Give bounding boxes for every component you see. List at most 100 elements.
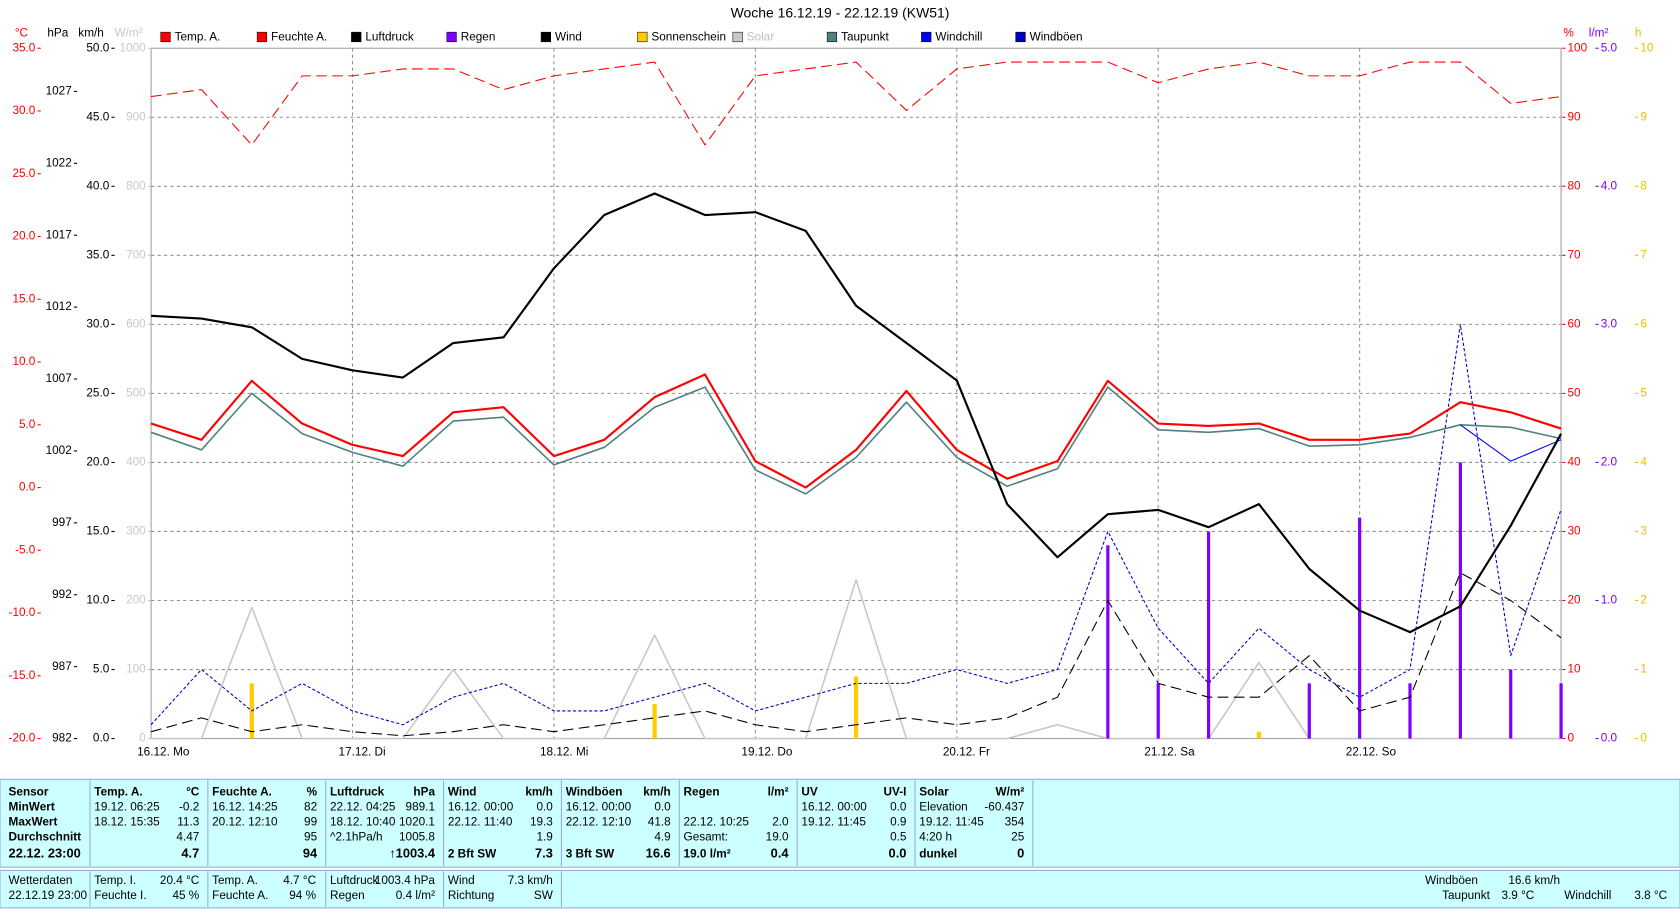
y-tick-label: -10.0: [9, 606, 36, 619]
cell-value: 19.0: [766, 830, 789, 843]
y-tick-label: 3: [1640, 525, 1647, 538]
axis-label: °C: [15, 26, 29, 39]
table-header: Wind: [448, 785, 477, 798]
y-tick-label: 0: [1640, 732, 1647, 745]
y-tick-label: 30.0: [12, 104, 35, 117]
current-value: 20.4 °C: [160, 874, 200, 887]
table-header: Sensor: [9, 785, 49, 798]
series-line: [150, 386, 1562, 495]
y-tick-label: 2: [1640, 594, 1647, 607]
y-tick-label: 40: [1568, 456, 1582, 469]
cell-value: 41.8: [648, 815, 671, 828]
legend-label: Feuchte A.: [271, 31, 327, 44]
y-tick-label: 10.0: [12, 355, 35, 368]
cell-value: 989.1: [406, 800, 435, 813]
y-tick-label: 35.0: [86, 248, 109, 261]
y-tick-label: 40.0: [86, 179, 109, 192]
bar: [1256, 731, 1262, 739]
y-tick-label: 7: [1640, 248, 1647, 261]
legend-swatch: [732, 31, 743, 43]
cell-label: 16.12. 00:00: [448, 800, 514, 813]
y-tick-label: 15.0: [12, 292, 35, 305]
cell-value: 0.0: [537, 800, 554, 813]
cell-value: 0.0: [889, 846, 907, 861]
legend-swatch: [160, 31, 171, 43]
table-unit: km/h: [525, 785, 552, 798]
table-header: Feuchte A.: [212, 785, 272, 798]
cell-value: 0.5: [890, 830, 907, 843]
bar: [1307, 683, 1311, 739]
y-tick-label: -15.0: [9, 669, 36, 682]
y-tick-label: 4.0: [1601, 179, 1618, 192]
data: [150, 61, 1563, 740]
cell-label: 19.0 l/m²: [684, 847, 731, 860]
bar: [1408, 683, 1412, 739]
legend-swatch: [1015, 31, 1026, 43]
table-unit: hPa: [413, 785, 435, 798]
cell-value: 25: [1011, 830, 1025, 843]
cell-value: 0.0: [654, 800, 671, 813]
current-label: Feuchte A.: [212, 889, 268, 902]
cell-label: 16.12. 14:25: [212, 800, 278, 813]
legend-swatch: [921, 31, 932, 43]
y-tick-label: 5.0: [1601, 41, 1618, 54]
axis-label: W/m²: [115, 26, 143, 39]
legend-label: Regen: [461, 31, 496, 44]
y-tick-label: 0.0: [19, 481, 36, 494]
current-title: Wetterdaten: [9, 874, 73, 887]
legend-swatch: [637, 31, 648, 43]
legend-label: Luftdruck: [365, 31, 414, 44]
chart-title: Woche 16.12.19 - 22.12.19 (KW51): [731, 5, 950, 21]
y-tick-label: 6: [1640, 317, 1647, 330]
cell-value: -60.437: [984, 800, 1024, 813]
cell-label: ^2.1hPa/h: [330, 830, 383, 843]
y-tick-label: 1027: [46, 84, 72, 97]
legend-label: Windchill: [935, 31, 982, 44]
legend-swatch: [446, 31, 457, 43]
cell-label: 16.12. 00:00: [801, 800, 867, 813]
current-time: 22.12.19 23:00: [9, 889, 88, 902]
cell-label: 16.12. 00:00: [566, 800, 632, 813]
legend-label: Temp. A.: [175, 31, 221, 44]
cell-label: Gesamt:: [684, 830, 728, 843]
legend-swatch: [826, 31, 838, 43]
y-tick-label: 60: [1568, 317, 1582, 330]
current-value: 45 %: [172, 889, 199, 902]
y-tick-label: 300: [126, 525, 146, 538]
table-header: Regen: [684, 785, 720, 798]
legend-label: Solar: [747, 31, 775, 44]
cell-label: 19.12. 06:25: [94, 800, 160, 813]
current-label: Luftdruck: [330, 874, 379, 887]
row-label: 22.12. 23:00: [9, 846, 81, 861]
cell-value: 0.0: [890, 800, 907, 813]
bar: [853, 676, 859, 739]
table-header: Solar: [919, 785, 949, 798]
y-tick-label: 15.0: [86, 525, 109, 538]
axis-label: hPa: [47, 26, 68, 39]
axis-label: %: [1563, 26, 1574, 39]
series-line: [150, 572, 1562, 737]
y-tick-label: 1007: [46, 372, 72, 385]
series-line: [150, 61, 1562, 146]
y-tick-label: 10: [1640, 41, 1654, 54]
cell-label: 19.12. 11:45: [919, 815, 984, 828]
y-tick-label: 5: [1640, 387, 1647, 400]
cell-label: 22.12. 10:25: [684, 815, 750, 828]
table-header: UV: [801, 785, 817, 798]
cell-value: 354: [1005, 815, 1025, 828]
y-tick-label: 20: [1568, 594, 1582, 607]
y-tick-label: 4: [1640, 456, 1647, 469]
y-tick-label: 400: [126, 456, 146, 469]
series-line: [151, 192, 1563, 634]
axis-label: km/h: [78, 26, 103, 39]
cell-value: 0.9: [890, 815, 906, 828]
chart-background: [0, 0, 1680, 778]
y-tick-label: 50: [1568, 387, 1582, 400]
cell-label: 22.12. 12:10: [566, 815, 632, 828]
current-label: Taupunkt: [1442, 889, 1490, 902]
y-tick-label: 1000: [120, 41, 147, 54]
x-tick-label: 18.12. Mi: [540, 746, 588, 759]
cell-value: 7.3: [535, 846, 553, 861]
y-tick-label: 70: [1568, 248, 1582, 261]
